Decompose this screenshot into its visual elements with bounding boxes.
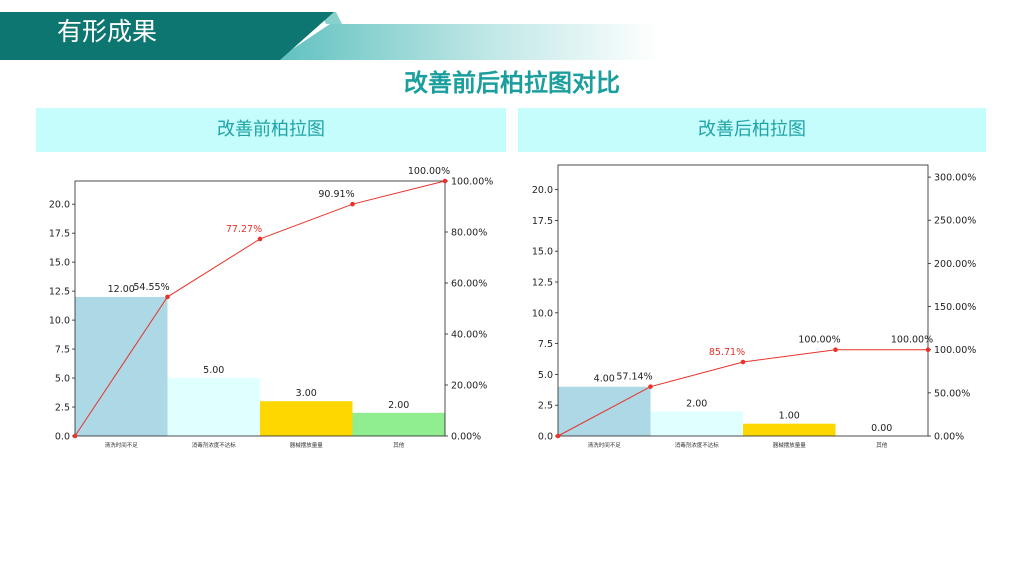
y2-tick-label-5: 100.00% xyxy=(451,177,493,188)
pareto-chart-before: 12.00 清洗时间不足 5.00 消毒剂浓度不达标 3.00 器械摆放量量 2.00 其他 0… xyxy=(49,166,493,449)
cumulative-point-1 xyxy=(648,384,653,389)
y-tick-label-7: 17.5 xyxy=(532,216,553,227)
y-tick-label-6: 15.0 xyxy=(49,258,70,269)
page-header-title: 有形成果 xyxy=(57,17,158,46)
cumulative-point-0 xyxy=(72,433,78,439)
y2-tick-label-4: 200.00% xyxy=(934,259,976,270)
cumulative-label-1: 54.55% xyxy=(133,282,169,293)
y-tick-label-4: 10.0 xyxy=(49,316,70,327)
y2-tick-label-5: 250.00% xyxy=(934,216,976,227)
bar-1 xyxy=(167,378,260,436)
y2-tick-label-1: 50.00% xyxy=(934,388,970,399)
bar-value-label-2: 1.00 xyxy=(779,411,800,422)
cumulative-point-3 xyxy=(833,347,838,352)
panel-title-after: 改善后柏拉图 xyxy=(518,108,986,152)
cumulative-point-0 xyxy=(555,433,561,439)
cumulative-label-1: 57.14% xyxy=(616,372,652,383)
bar-1 xyxy=(650,411,743,436)
y-tick-label-8: 20.0 xyxy=(532,185,553,196)
main-title: 改善前后柏拉图对比 xyxy=(404,69,620,97)
y-tick-label-2: 5.0 xyxy=(538,370,553,381)
cumulative-label-2: 85.71% xyxy=(709,347,745,358)
y-tick-label-0: 0.0 xyxy=(55,432,70,443)
y-tick-label-8: 20.0 xyxy=(49,200,70,211)
bar-value-label-1: 2.00 xyxy=(686,398,707,409)
bar-value-label-0: 12.00 xyxy=(108,284,135,295)
y-tick-label-5: 12.5 xyxy=(49,287,70,298)
bar-value-label-3: 2.00 xyxy=(388,400,409,411)
bar-2 xyxy=(260,401,353,436)
y2-tick-label-3: 60.00% xyxy=(451,279,487,290)
y-tick-label-7: 17.5 xyxy=(49,229,70,240)
plot-frame xyxy=(557,164,929,437)
y-tick-label-0: 0.0 xyxy=(538,432,553,443)
cumulative-label-3: 100.00% xyxy=(798,335,840,346)
y2-tick-label-2: 100.00% xyxy=(934,345,976,356)
cumulative-point-2 xyxy=(740,359,746,365)
pareto-chart-after: 4.00 清洗时间不足 2.00 消毒剂浓度不达标 1.00 器械摆放量量 0.00 其他 0.… xyxy=(532,164,976,449)
x-tick-label-0: 清洗时间不足 xyxy=(588,441,622,449)
x-tick-label-0: 清洗时间不足 xyxy=(105,441,139,449)
y-tick-label-6: 15.0 xyxy=(532,247,553,258)
y2-tick-label-1: 20.00% xyxy=(451,381,487,392)
y2-tick-label-3: 150.00% xyxy=(934,302,976,313)
cumulative-point-4 xyxy=(925,347,931,352)
x-tick-label-3: 其他 xyxy=(876,441,888,449)
bar-2 xyxy=(743,423,836,436)
y-tick-label-1: 2.5 xyxy=(55,403,70,414)
y2-tick-label-6: 300.00% xyxy=(934,173,976,184)
plot-frame xyxy=(74,180,446,437)
y2-tick-label-4: 80.00% xyxy=(451,228,487,239)
bar-value-label-0: 4.00 xyxy=(594,374,615,385)
cumulative-label-3: 90.91% xyxy=(318,189,354,200)
bar-value-label-2: 3.00 xyxy=(296,388,317,399)
cumulative-label-4: 100.00% xyxy=(408,166,450,177)
x-tick-label-1: 消毒剂浓度不达标 xyxy=(192,441,237,449)
y-tick-label-4: 10.0 xyxy=(532,308,553,319)
y2-tick-label-0: 0.00% xyxy=(934,432,964,443)
y-tick-label-5: 12.5 xyxy=(532,278,553,289)
bar-value-label-1: 5.00 xyxy=(203,365,224,376)
cumulative-label-2: 77.27% xyxy=(226,224,262,235)
y2-tick-label-0: 0.00% xyxy=(451,432,481,443)
panel-title-before: 改善前柏拉图 xyxy=(36,108,506,152)
cumulative-point-1 xyxy=(165,294,170,300)
x-tick-label-2: 器械摆放量量 xyxy=(773,441,807,449)
header-banner xyxy=(0,12,660,60)
y2-tick-label-2: 40.00% xyxy=(451,330,487,341)
cumulative-point-2 xyxy=(257,236,263,242)
x-tick-label-1: 消毒剂浓度不达标 xyxy=(675,441,720,449)
bar-3 xyxy=(352,412,445,436)
cumulative-point-3 xyxy=(350,201,355,207)
y-tick-label-3: 7.5 xyxy=(538,339,553,350)
bar-value-label-3: 0.00 xyxy=(871,423,892,434)
x-tick-label-3: 其他 xyxy=(393,441,405,449)
y-tick-label-3: 7.5 xyxy=(55,345,70,356)
cumulative-point-4 xyxy=(442,178,448,184)
cumulative-label-4: 100.00% xyxy=(891,335,933,346)
x-tick-label-2: 器械摆放量量 xyxy=(290,441,324,449)
y-tick-label-1: 2.5 xyxy=(538,401,553,412)
y-tick-label-2: 5.0 xyxy=(55,374,70,385)
